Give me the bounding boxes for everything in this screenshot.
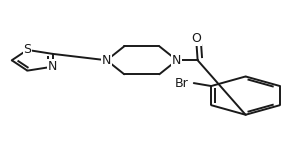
- Text: N: N: [102, 54, 111, 67]
- Text: N: N: [48, 60, 57, 73]
- Text: S: S: [23, 43, 31, 56]
- Text: O: O: [191, 32, 201, 45]
- Text: N: N: [172, 54, 182, 67]
- Text: Br: Br: [175, 77, 188, 90]
